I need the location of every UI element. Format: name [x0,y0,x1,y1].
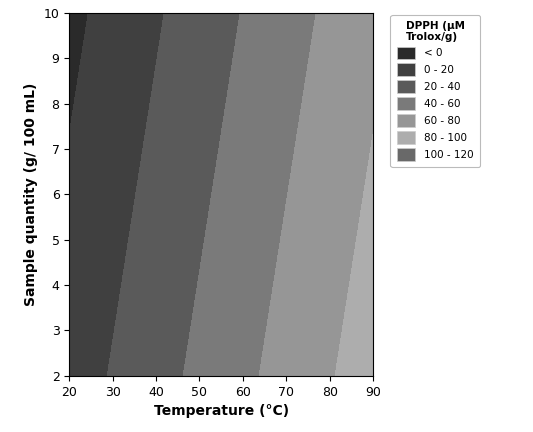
Y-axis label: Sample quantity (g/ 100 mL): Sample quantity (g/ 100 mL) [24,83,38,306]
X-axis label: Temperature (°C): Temperature (°C) [154,404,289,418]
Legend: < 0, 0 - 20, 20 - 40, 40 - 60, 60 - 80, 80 - 100, 100 - 120: < 0, 0 - 20, 20 - 40, 40 - 60, 60 - 80, … [391,15,480,167]
